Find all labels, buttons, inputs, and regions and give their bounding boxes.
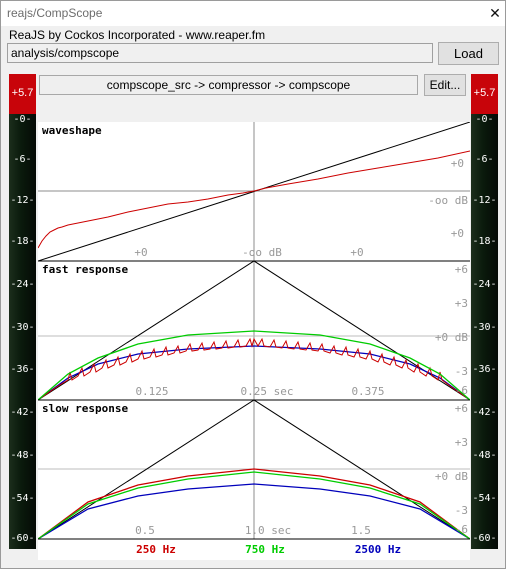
slow-right-label: +3 xyxy=(455,436,468,449)
fast-right-label: -6 xyxy=(455,384,468,397)
title-bar: reajs/CompScope ✕ xyxy=(1,1,505,26)
right-meter-label: -6- xyxy=(475,154,494,165)
signal-chain-label: compscope_src -> compressor -> compscope xyxy=(39,75,418,95)
waveshape-bottom-label: +0 xyxy=(134,246,147,259)
waveshape-bottom-label: +0 xyxy=(350,246,363,259)
left-meter-label: -0- xyxy=(13,114,32,125)
waveshape-curve xyxy=(38,150,470,249)
right-meter-label: -36- xyxy=(472,364,497,375)
slow-bottom-label: 0.5 xyxy=(135,524,155,537)
close-button[interactable]: ✕ xyxy=(485,4,505,22)
right-peak-indicator[interactable]: +5.7 xyxy=(471,74,498,114)
fast-series-2500hz xyxy=(38,345,470,401)
fast-series-250hz xyxy=(38,337,470,401)
fast-bottom-label: 0.25 sec xyxy=(241,385,294,398)
legend-2500hz: 2500 Hz xyxy=(355,543,401,556)
slow-series-750hz xyxy=(38,471,470,540)
fast-right-label: +0 dB xyxy=(435,331,468,344)
waveshape-panel: waveshape +0 -oo dB +0 +0 -oo dB +0 xyxy=(38,122,470,262)
waveshape-bottom-label: -oo dB xyxy=(242,246,282,259)
right-meter-label: -12- xyxy=(472,195,497,206)
legend-750hz: 750 Hz xyxy=(245,543,285,556)
left-meter-label: -6- xyxy=(13,154,32,165)
left-peak-value: +5.7 xyxy=(11,87,34,99)
compscope-display: waveshape +0 -oo dB +0 +0 -oo dB +0 fast… xyxy=(38,122,470,560)
left-meter-label: -24- xyxy=(10,279,35,290)
fast-right-label: +3 xyxy=(455,297,468,310)
plugin-subtitle: ReaJS by Cockos Incorporated - www.reape… xyxy=(9,28,266,42)
slow-bottom-label: 1.0 sec xyxy=(245,524,291,537)
fast-series-750hz xyxy=(38,330,470,401)
waveshape-title: waveshape xyxy=(42,124,102,137)
left-meter-label: -12- xyxy=(10,195,35,206)
load-button[interactable]: Load xyxy=(438,42,499,65)
right-meter-label: -24- xyxy=(472,279,497,290)
slow-series-2500hz xyxy=(38,483,470,540)
waveshape-right-label: -oo dB xyxy=(428,194,468,207)
script-path-field[interactable]: analysis/compscope xyxy=(7,43,433,63)
legend-250hz: 250 Hz xyxy=(136,543,176,556)
right-meter-label: -42- xyxy=(472,407,497,418)
slow-series-250hz xyxy=(38,468,470,540)
left-peak-indicator[interactable]: +5.7 xyxy=(9,74,36,114)
left-meter-label: -18- xyxy=(10,236,35,247)
slow-response-panel: slow response +6 +3 +0 dB -3 -6 0.5 1.0 … xyxy=(38,399,470,540)
left-meter-label: -54- xyxy=(10,493,35,504)
slow-bottom-label: 1.5 xyxy=(351,524,371,537)
left-meter-body xyxy=(9,114,36,549)
right-meter-label: -60- xyxy=(472,533,497,544)
left-level-meter: +5.7 -0- -6- -12- -18- -24- -30- -36- -4… xyxy=(9,74,36,549)
right-meter-label: -54- xyxy=(472,493,497,504)
close-icon[interactable]: ✕ xyxy=(489,5,501,21)
frequency-legend: 250 Hz 750 Hz 2500 Hz xyxy=(136,543,401,556)
slow-right-label: -6 xyxy=(455,523,468,536)
slow-envelope-triangle xyxy=(38,399,470,540)
right-meter-label: -18- xyxy=(472,236,497,247)
right-peak-value: +5.7 xyxy=(473,87,496,99)
window-title: reajs/CompScope xyxy=(7,6,103,20)
right-meter-label: -30- xyxy=(472,322,497,333)
slow-right-label: +0 dB xyxy=(435,470,468,483)
waveshape-right-label: +0 xyxy=(451,227,464,240)
fast-bottom-label: 0.375 xyxy=(351,385,384,398)
left-meter-label: -30- xyxy=(10,322,35,333)
left-meter-label: -60- xyxy=(10,533,35,544)
fast-title: fast response xyxy=(42,263,128,276)
slow-title: slow response xyxy=(42,402,128,415)
slow-right-label: +6 xyxy=(455,402,468,415)
left-meter-label: -36- xyxy=(10,364,35,375)
edit-button[interactable]: Edit... xyxy=(424,74,466,96)
right-meter-body xyxy=(471,114,498,549)
waveshape-right-label: +0 xyxy=(451,157,464,170)
right-meter-label: -48- xyxy=(472,450,497,461)
left-meter-label: -42- xyxy=(10,407,35,418)
right-level-meter: +5.7 -0- -6- -12- -18- -24- -30- -36- -4… xyxy=(471,74,498,549)
fast-right-label: +6 xyxy=(455,263,468,276)
right-meter-label: -0- xyxy=(475,114,494,125)
fast-response-panel: fast response +6 +3 +0 dB -3 -6 0.125 0.… xyxy=(38,260,470,401)
left-meter-label: -48- xyxy=(10,450,35,461)
fast-right-label: -3 xyxy=(455,365,468,378)
slow-right-label: -3 xyxy=(455,504,468,517)
fast-bottom-label: 0.125 xyxy=(135,385,168,398)
